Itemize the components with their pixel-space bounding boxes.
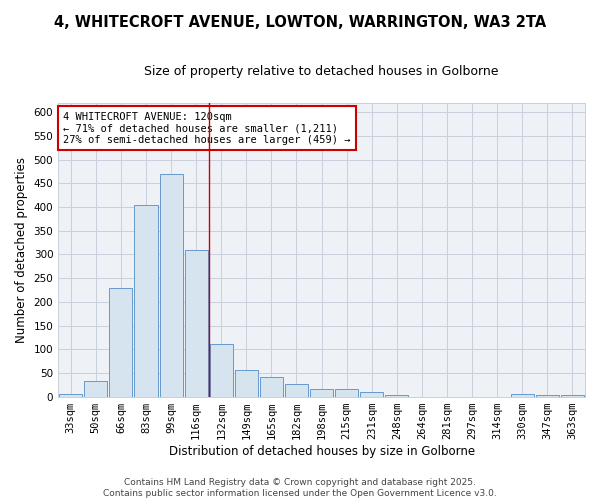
Bar [260,376,283,396]
Bar [536,394,559,396]
Bar [235,370,258,396]
X-axis label: Distribution of detached houses by size in Golborne: Distribution of detached houses by size … [169,444,475,458]
Bar [335,390,358,396]
Text: Contains HM Land Registry data © Crown copyright and database right 2025.
Contai: Contains HM Land Registry data © Crown c… [103,478,497,498]
Bar [160,174,182,396]
Text: 4, WHITECROFT AVENUE, LOWTON, WARRINGTON, WA3 2TA: 4, WHITECROFT AVENUE, LOWTON, WARRINGTON… [54,15,546,30]
Bar [360,392,383,396]
Bar [109,288,133,397]
Bar [59,394,82,396]
Bar [285,384,308,396]
Title: Size of property relative to detached houses in Golborne: Size of property relative to detached ho… [145,65,499,78]
Bar [310,390,333,396]
Y-axis label: Number of detached properties: Number of detached properties [15,156,28,342]
Bar [185,250,208,396]
Bar [561,394,584,396]
Bar [84,382,107,396]
Bar [385,394,409,396]
Bar [511,394,534,396]
Bar [209,344,233,397]
Text: 4 WHITECROFT AVENUE: 120sqm
← 71% of detached houses are smaller (1,211)
27% of : 4 WHITECROFT AVENUE: 120sqm ← 71% of det… [64,112,351,145]
Bar [134,204,158,396]
